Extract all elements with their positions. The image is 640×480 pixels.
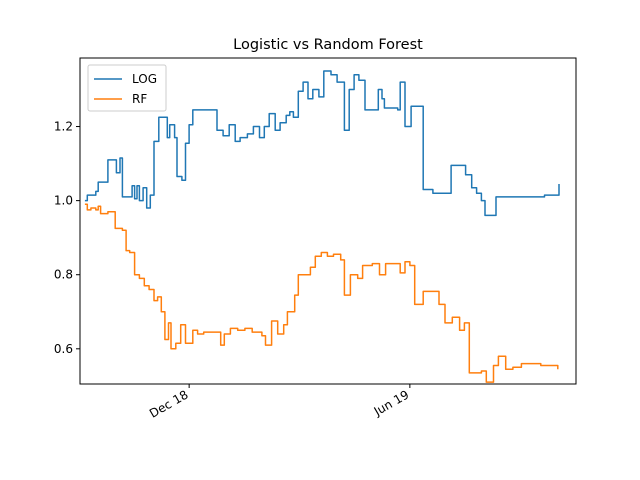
y-tick-label: 1.2: [54, 120, 73, 134]
series-line-rf: [84, 203, 559, 383]
series-line-log: [84, 70, 560, 217]
y-tick-label: 0.8: [54, 268, 73, 282]
y-tick-label: 0.6: [54, 342, 73, 356]
legend-label-log: LOG: [132, 72, 157, 86]
chart-title: Logistic vs Random Forest: [233, 37, 423, 53]
y-tick-label: 1.0: [54, 194, 73, 208]
legend-label-rf: RF: [132, 92, 147, 106]
series-layer: [84, 70, 560, 383]
legend: LOG RF: [87, 64, 167, 112]
plot-frame: [79, 57, 577, 385]
